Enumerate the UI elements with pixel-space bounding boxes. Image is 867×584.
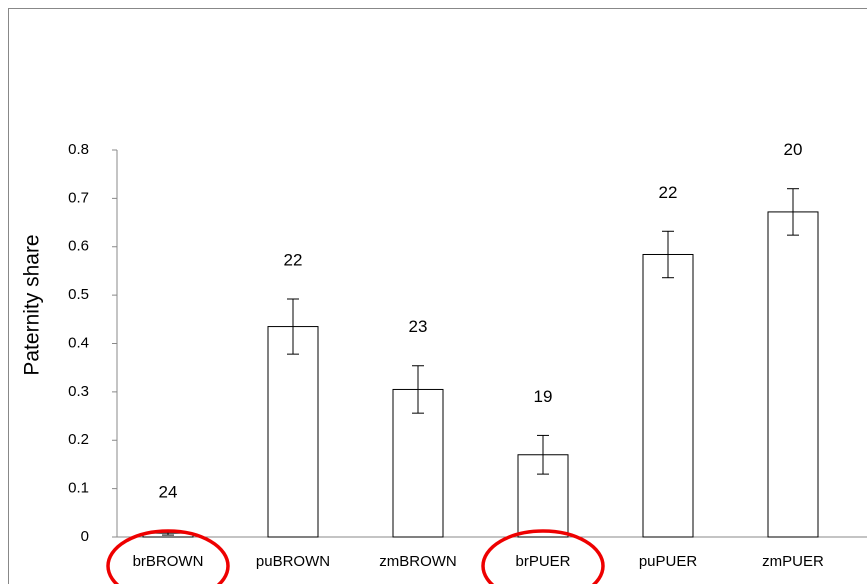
highlight-circle xyxy=(481,529,605,584)
bar xyxy=(267,326,319,538)
y-tick-label: 0.1 xyxy=(68,480,89,497)
x-tick-label: zmBROWN xyxy=(379,553,457,570)
bar xyxy=(642,253,694,538)
y-tick-label: 0.5 xyxy=(68,286,89,303)
y-axis-label: Paternity share xyxy=(21,234,44,375)
x-tick-label: puBROWN xyxy=(256,553,330,570)
highlight-circle xyxy=(106,529,230,584)
annotation: 24 xyxy=(159,483,178,502)
y-tick-label: 0 xyxy=(81,528,89,545)
x-tick-label: brBROWN xyxy=(133,553,204,570)
y-tick-label: 0.8 xyxy=(68,141,89,158)
error-bar xyxy=(287,298,299,355)
error-bar xyxy=(662,230,674,279)
bar xyxy=(767,211,819,538)
error-bar xyxy=(787,188,799,236)
error-bar xyxy=(412,365,424,414)
annotation: 22 xyxy=(284,250,303,269)
x-tick-label: puPUER xyxy=(639,553,698,570)
annotation: 22 xyxy=(659,183,678,202)
annotation: 19 xyxy=(534,387,553,406)
x-tick-label: brPUER xyxy=(515,553,570,570)
y-tick-label: 0.4 xyxy=(68,334,89,351)
x-tick-label: zmPUER xyxy=(762,553,824,570)
annotation: 20 xyxy=(784,140,803,159)
y-tick-label: 0.6 xyxy=(68,238,89,255)
annotation: 23 xyxy=(409,317,428,336)
y-tick-label: 0.7 xyxy=(68,189,89,206)
y-tick-label: 0.3 xyxy=(68,383,89,400)
y-tick-label: 0.2 xyxy=(68,431,89,448)
error-bar xyxy=(537,434,549,475)
